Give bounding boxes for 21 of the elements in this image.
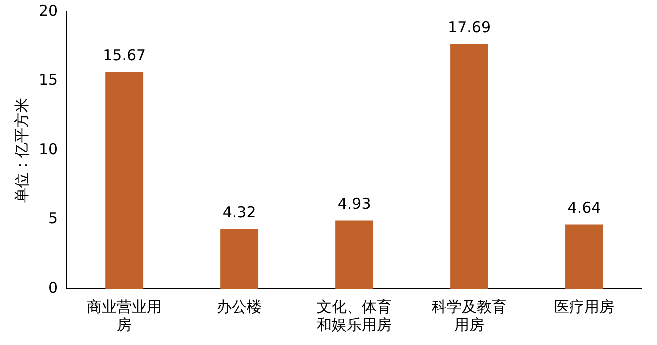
bar <box>450 44 488 289</box>
bar <box>566 224 604 289</box>
x-tick-label: 办公楼 <box>217 298 262 316</box>
y-tick-label: 10 <box>38 140 58 158</box>
x-tick-label: 商业营业用房 <box>87 298 162 334</box>
data-label: 4.32 <box>222 204 256 222</box>
x-tick-label: 科学及教育用房 <box>432 298 508 334</box>
data-label: 4.93 <box>338 195 372 214</box>
y-tick-label: 15 <box>38 71 58 90</box>
y-tick-label: 5 <box>48 210 58 228</box>
y-axis-title: 单位：亿平方米 <box>12 98 31 203</box>
bar <box>220 229 259 289</box>
data-label: 15.67 <box>103 46 146 64</box>
bar <box>336 220 374 289</box>
x-tick-label: 医疗用房 <box>554 298 615 316</box>
x-tick-label: 文化、体育和娱乐用房 <box>317 298 392 334</box>
bar <box>106 72 144 289</box>
data-label: 17.69 <box>448 18 492 36</box>
data-label: 4.64 <box>568 199 602 218</box>
y-tick-label: 20 <box>38 2 58 20</box>
y-tick-label: 0 <box>48 278 58 297</box>
